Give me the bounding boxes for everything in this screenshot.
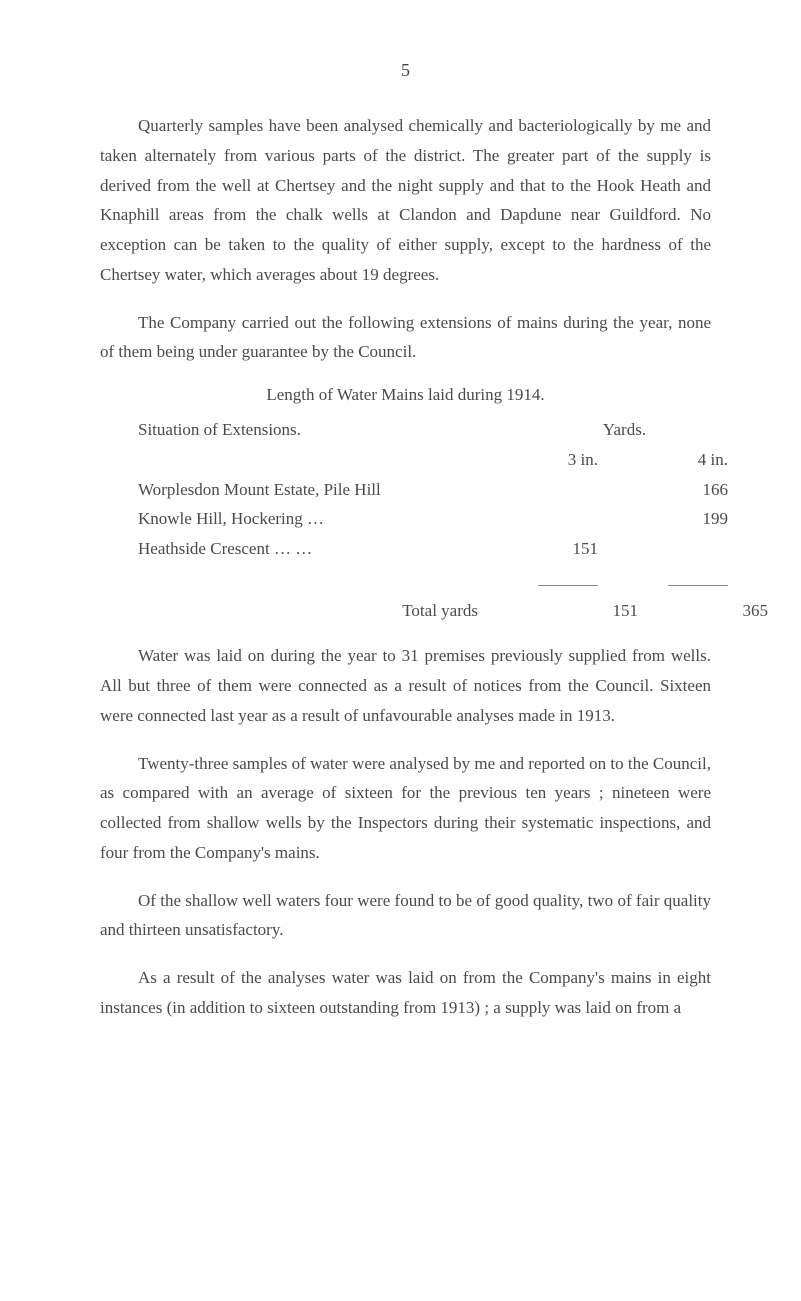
table-row xyxy=(100,566,711,596)
row-label: Knowle Hill, Hockering … xyxy=(100,504,478,534)
row-label: Heathside Crescent … … xyxy=(100,534,478,564)
extensions-table: Situation of Extensions. Yards. 3 in. 4 … xyxy=(100,415,711,625)
row-val-a xyxy=(478,504,628,534)
row-label: Worplesdon Mount Estate, Pile Hill xyxy=(100,475,478,505)
total-a: 151 xyxy=(518,596,668,626)
yards-header: Yards. xyxy=(478,415,711,445)
row-val-b xyxy=(628,534,728,564)
row-val-b: 199 xyxy=(628,504,728,534)
paragraph-5: Twenty-three samples of water were analy… xyxy=(100,749,711,868)
row-val-a: 151 xyxy=(478,534,628,564)
table-heading: Length of Water Mains laid during 1914. xyxy=(100,385,711,405)
paragraph-2: The Company carried out the following ex… xyxy=(100,308,711,368)
row-val-a xyxy=(478,475,628,505)
total-b: 365 xyxy=(668,596,768,626)
total-row: Total yards 151 365 xyxy=(100,596,711,626)
blank xyxy=(100,566,478,596)
table-row: Knowle Hill, Hockering … 199 xyxy=(100,504,711,534)
col-a-header: 3 in. xyxy=(478,445,628,475)
table-row: Heathside Crescent … … 151 xyxy=(100,534,711,564)
blank-label xyxy=(100,445,478,475)
table-row: Worplesdon Mount Estate, Pile Hill 166 xyxy=(100,475,711,505)
total-label: Total yards xyxy=(100,596,518,626)
paragraph-1: Quarterly samples have been analysed che… xyxy=(100,111,711,290)
rule xyxy=(478,566,628,596)
paragraph-4: Water was laid on during the year to 31 … xyxy=(100,641,711,730)
row-val-b: 166 xyxy=(628,475,728,505)
page-number: 5 xyxy=(100,60,711,81)
situation-header: Situation of Extensions. xyxy=(100,415,478,445)
col-b-header: 4 in. xyxy=(628,445,728,475)
paragraph-7: As a result of the analyses water was la… xyxy=(100,963,711,1023)
rule xyxy=(628,566,728,596)
paragraph-6: Of the shallow well waters four were fou… xyxy=(100,886,711,946)
